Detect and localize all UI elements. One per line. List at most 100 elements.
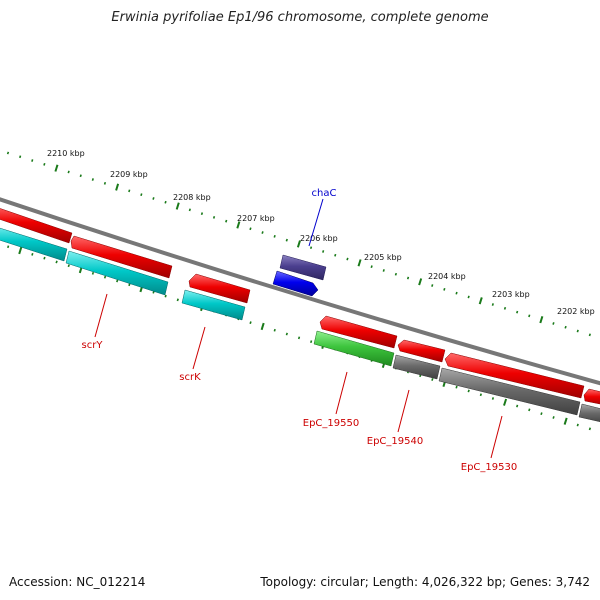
scale-tick-minor — [491, 397, 495, 400]
EpC_19550-leader-line — [335, 371, 348, 415]
pseudo-feature[interactable] — [578, 403, 600, 424]
scale-tick-minor — [225, 219, 228, 223]
scale-tick-minor — [516, 310, 519, 314]
scale-tick-minor — [67, 170, 70, 174]
cds-feature[interactable] — [65, 250, 169, 296]
scale-tick-minor — [443, 287, 446, 291]
gene-label-EpC_19530[interactable]: EpC_19530 — [461, 462, 517, 473]
scale-tick-minor — [528, 314, 531, 318]
gene-labels: chaC scrY scrK EpC_19550 EpC_19540 EpC_1… — [82, 188, 518, 473]
scale-tick-minor — [273, 234, 276, 238]
kbp-label-2204: 2204 kbp — [428, 272, 466, 281]
scale-tick-minor — [455, 291, 458, 295]
scale-tick-major — [478, 297, 483, 305]
EpC_19540-leader-line — [397, 389, 410, 433]
scale-tick-minor — [176, 298, 179, 302]
scale-tick-minor — [346, 257, 349, 261]
map-title: Erwinia pyrifoliae Ep1/96 chromosome, co… — [111, 10, 489, 25]
scale-tick-minor — [31, 159, 34, 162]
scale-tick-minor — [503, 306, 507, 310]
cds-feature[interactable] — [181, 289, 246, 321]
genome-summary-text: Topology: circular; Length: 4,026,322 bp… — [260, 575, 590, 589]
scale-tick-major — [418, 278, 423, 286]
scale-tick-minor — [67, 264, 70, 268]
regulatory-feature[interactable] — [279, 254, 327, 281]
kbp-label-2208: 2208 kbp — [173, 193, 211, 202]
scale-tick-minor — [576, 423, 579, 427]
scale-tick-minor — [79, 174, 82, 178]
scale-tick-minor — [91, 271, 95, 275]
scale-tick-minor — [273, 328, 276, 332]
scale-tick-minor — [43, 162, 46, 166]
scale-tick-minor — [540, 412, 543, 416]
scale-tick-minor — [188, 208, 191, 212]
scale-ticks-outer — [6, 151, 591, 337]
scale-tick-minor — [334, 253, 337, 257]
gene-label-EpC_19550[interactable]: EpC_19550 — [303, 418, 359, 429]
cds-feature[interactable] — [397, 339, 446, 363]
scale-tick-major — [503, 398, 508, 406]
scale-tick-minor — [116, 279, 119, 283]
scale-tick-minor — [564, 325, 567, 329]
kbp-label-2207: 2207 kbp — [237, 214, 275, 223]
cds-feature[interactable] — [188, 273, 251, 304]
kbp-label-2202: 2202 kbp — [557, 307, 595, 316]
scale-tick-minor — [91, 178, 94, 181]
scale-tick-minor — [394, 272, 398, 276]
scale-tick-minor — [261, 231, 264, 234]
scale-tick-minor — [406, 276, 410, 280]
cds-feature[interactable] — [0, 205, 73, 244]
scale-tick-minor — [431, 378, 434, 381]
scale-tick-major — [115, 183, 120, 191]
accession-text: Accession: NC_012214 — [9, 575, 146, 589]
scale-tick-major — [236, 221, 241, 229]
gene-label-chaC[interactable]: chaC — [312, 188, 337, 199]
kbp-label-2205: 2205 kbp — [364, 253, 402, 262]
scale-tick-minor — [140, 193, 143, 197]
scale-tick-minor — [249, 321, 252, 325]
cds-feature[interactable] — [444, 352, 585, 399]
scale-tick-major — [539, 316, 544, 324]
scale-tick-minor — [479, 393, 482, 397]
scale-tick-minor — [152, 197, 155, 200]
scale-tick-minor — [55, 260, 58, 264]
scrY-leader-line — [94, 293, 108, 338]
scale-tick-minor — [164, 294, 167, 298]
scale-tick-minor — [297, 336, 301, 340]
scale-tick-minor — [309, 246, 313, 250]
rna-feature[interactable] — [313, 330, 395, 367]
scale-tick-minor — [322, 250, 325, 253]
gene-label-scrK[interactable]: scrK — [179, 372, 201, 383]
EpC_19530-leader-line — [490, 415, 503, 459]
scale-tick-minor — [19, 155, 22, 159]
cds-feature[interactable] — [70, 235, 173, 279]
cds-feature[interactable] — [0, 225, 68, 262]
scale-tick-minor — [382, 269, 385, 272]
scale-tick-minor — [285, 238, 288, 242]
scale-tick-minor — [212, 216, 216, 219]
scale-tick-major — [260, 322, 265, 331]
scale-tick-minor — [103, 181, 107, 185]
pseudo-feature[interactable] — [392, 354, 441, 380]
kbp-label-2210: 2210 kbp — [47, 149, 85, 158]
cds-feature[interactable] — [583, 388, 600, 406]
chromosome-backbone — [0, 197, 600, 386]
scale-labels: 2210 kbp 2209 kbp 2208 kbp 2207 kbp 2206… — [47, 149, 595, 316]
repeat-feature[interactable] — [272, 270, 319, 297]
chaC-features — [272, 254, 327, 297]
chaC-leader-line — [308, 198, 324, 247]
scale-tick-minor — [552, 416, 555, 419]
gene-label-EpC_19540[interactable]: EpC_19540 — [367, 436, 423, 447]
scale-tick-minor — [491, 303, 494, 306]
scale-tick-minor — [528, 408, 531, 412]
scale-tick-minor — [588, 427, 592, 431]
kbp-label-2209: 2209 kbp — [110, 170, 148, 179]
pseudo-feature[interactable] — [438, 367, 581, 416]
gene-label-scrY[interactable]: scrY — [82, 340, 104, 351]
cds-feature[interactable] — [319, 315, 398, 349]
scale-tick-minor — [103, 275, 107, 279]
scale-tick-minor — [431, 284, 434, 287]
scale-tick-minor — [455, 385, 458, 389]
